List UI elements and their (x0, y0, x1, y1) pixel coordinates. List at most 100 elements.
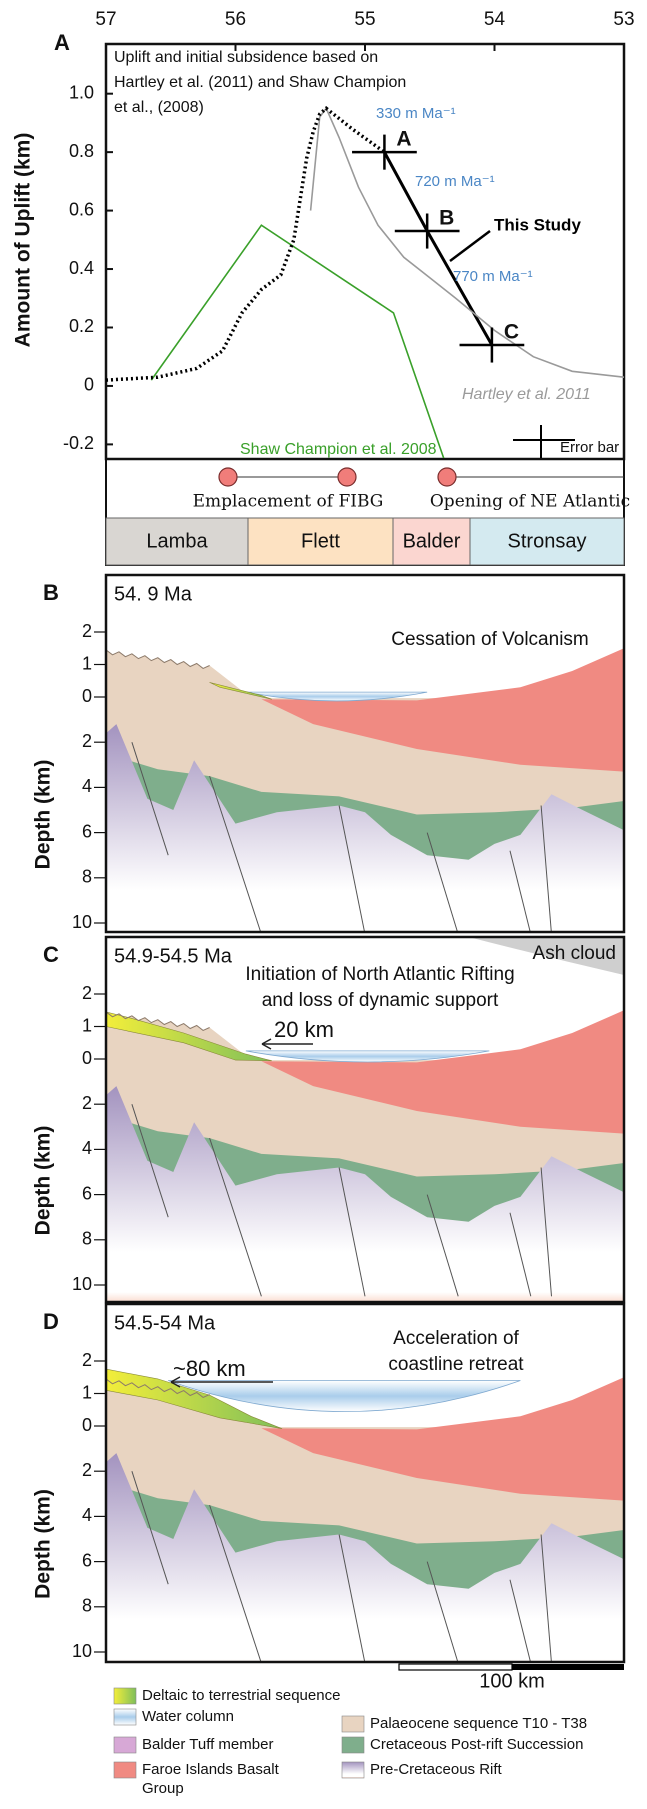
scale-bar-label: 100 km (479, 1670, 545, 1692)
legend-swatch (113, 1736, 137, 1754)
deltaic (209, 682, 272, 700)
water (245, 691, 428, 702)
section-caption: Acceleration of (393, 1328, 519, 1349)
section-frame (104, 573, 626, 934)
y-tick-label: 0.4 (69, 258, 94, 278)
y-tick-label: 0.2 (69, 316, 94, 336)
event-label: Emplacement of FIBG (193, 492, 384, 512)
depth-tick-label: 10 (72, 1274, 92, 1294)
depth-axis-title: Depth (km) (32, 760, 55, 870)
depth-tick-label: 2 (82, 731, 92, 751)
stage (469, 517, 625, 566)
panel-letter: B (43, 580, 59, 605)
depth-tick-label: 4 (82, 1138, 92, 1158)
topography (106, 1011, 210, 1031)
event-dot (218, 467, 238, 487)
note: Uplift and initial subsidence based on (114, 49, 378, 66)
retreat-distance: 20 km (274, 1017, 334, 1042)
rate-label: 770 m Ma⁻¹ (453, 268, 533, 285)
fault (338, 1167, 366, 1297)
ash-cloud (468, 937, 624, 975)
depth-tick-label: 2 (82, 621, 92, 641)
fault (426, 1194, 459, 1297)
depth-tick-label: 6 (82, 1183, 92, 1203)
legend-label: Palaeocene sequence T10 - T38 (370, 1715, 587, 1732)
arrow-head (261, 1038, 272, 1050)
section-caption: coastline retreat (388, 1354, 524, 1375)
series-label: This Study (494, 215, 581, 234)
depth-tick-label: 2 (82, 1350, 92, 1370)
fault (509, 850, 531, 932)
legend-label: Water column (142, 1708, 234, 1725)
fault (509, 1212, 532, 1297)
legend-swatch (113, 1761, 137, 1779)
fault (509, 1579, 531, 1662)
rift-basement (106, 1453, 624, 1662)
fault (540, 1534, 552, 1662)
stage (105, 517, 249, 566)
series-label: Hartley et al. 2011 (462, 386, 591, 403)
rate-label: 330 m Ma⁻¹ (376, 105, 456, 122)
fault (338, 1534, 366, 1662)
depth-tick-label: 2 (82, 1093, 92, 1113)
depth-tick-label: 2 (82, 983, 92, 1003)
x-tick-label: 53 (613, 9, 634, 30)
depth-tick-label: 1 (82, 1015, 92, 1035)
panel-letter: D (43, 1309, 59, 1334)
series-label: Shaw Champion et al. 2008 (240, 441, 437, 458)
cross-section (106, 937, 624, 1302)
series-line (150, 224, 445, 460)
depth-tick-label: 8 (82, 1596, 92, 1616)
scale-bar-black (512, 1664, 624, 1670)
section-caption: Cessation of Volcanism (391, 629, 589, 650)
depth-tick-label: 4 (82, 776, 92, 796)
basalt (261, 1377, 624, 1501)
scale-bar-white (398, 1663, 513, 1671)
water (168, 1380, 521, 1413)
depth-tick-label: 2 (82, 1460, 92, 1480)
legend-swatch (113, 1687, 137, 1705)
legend-label: Deltaic to terrestrial sequence (142, 1687, 340, 1704)
event-dot (337, 467, 357, 487)
depth-tick-label: 0 (82, 1415, 92, 1435)
section-caption: and loss of dynamic support (262, 990, 499, 1011)
legend-swatch (341, 1715, 365, 1733)
y-tick-label: 1.0 (69, 82, 94, 102)
stage-label: Flett (301, 530, 340, 552)
fault (131, 1471, 169, 1585)
note: et al., (2008) (114, 99, 204, 116)
legend-label: Balder Tuff member (142, 1736, 273, 1753)
legend-label: Group (142, 1780, 184, 1797)
section-frame (104, 1302, 626, 1664)
y-tick-label: 0.8 (69, 141, 94, 161)
fault (209, 1137, 262, 1297)
fault (209, 1504, 262, 1662)
depth-tick-label: 1 (82, 653, 92, 673)
x-tick-label: 54 (484, 9, 506, 30)
note: Hartley et al. (2011) and Shaw Champion (114, 74, 406, 91)
topography (106, 649, 210, 669)
section-age: 54. 9 Ma (114, 583, 193, 605)
rift-basement (106, 724, 624, 932)
ash-label: Ash cloud (533, 943, 616, 964)
legend-swatch (113, 1708, 137, 1726)
stage-label: Lamba (146, 530, 208, 552)
series-line (309, 106, 625, 378)
legend-swatch (341, 1736, 365, 1754)
stage-label: Stronsay (508, 530, 587, 552)
event-dot (437, 467, 457, 487)
fault (540, 1167, 552, 1297)
rift-basement (106, 1086, 624, 1302)
legend-label: Faroe Islands Basalt (142, 1761, 280, 1778)
legend-label: Cretaceous Post-rift Succession (370, 1736, 583, 1753)
y-tick-label: -0.2 (63, 433, 94, 453)
retreat-distance: ~80 km (173, 1356, 246, 1381)
fault (131, 742, 169, 856)
depth-tick-label: 6 (82, 821, 92, 841)
section-age: 54.9-54.5 Ma (114, 945, 233, 967)
fault (426, 832, 459, 932)
depth-tick-label: 10 (72, 1641, 92, 1661)
pointer (449, 230, 491, 262)
fault (131, 1104, 169, 1218)
